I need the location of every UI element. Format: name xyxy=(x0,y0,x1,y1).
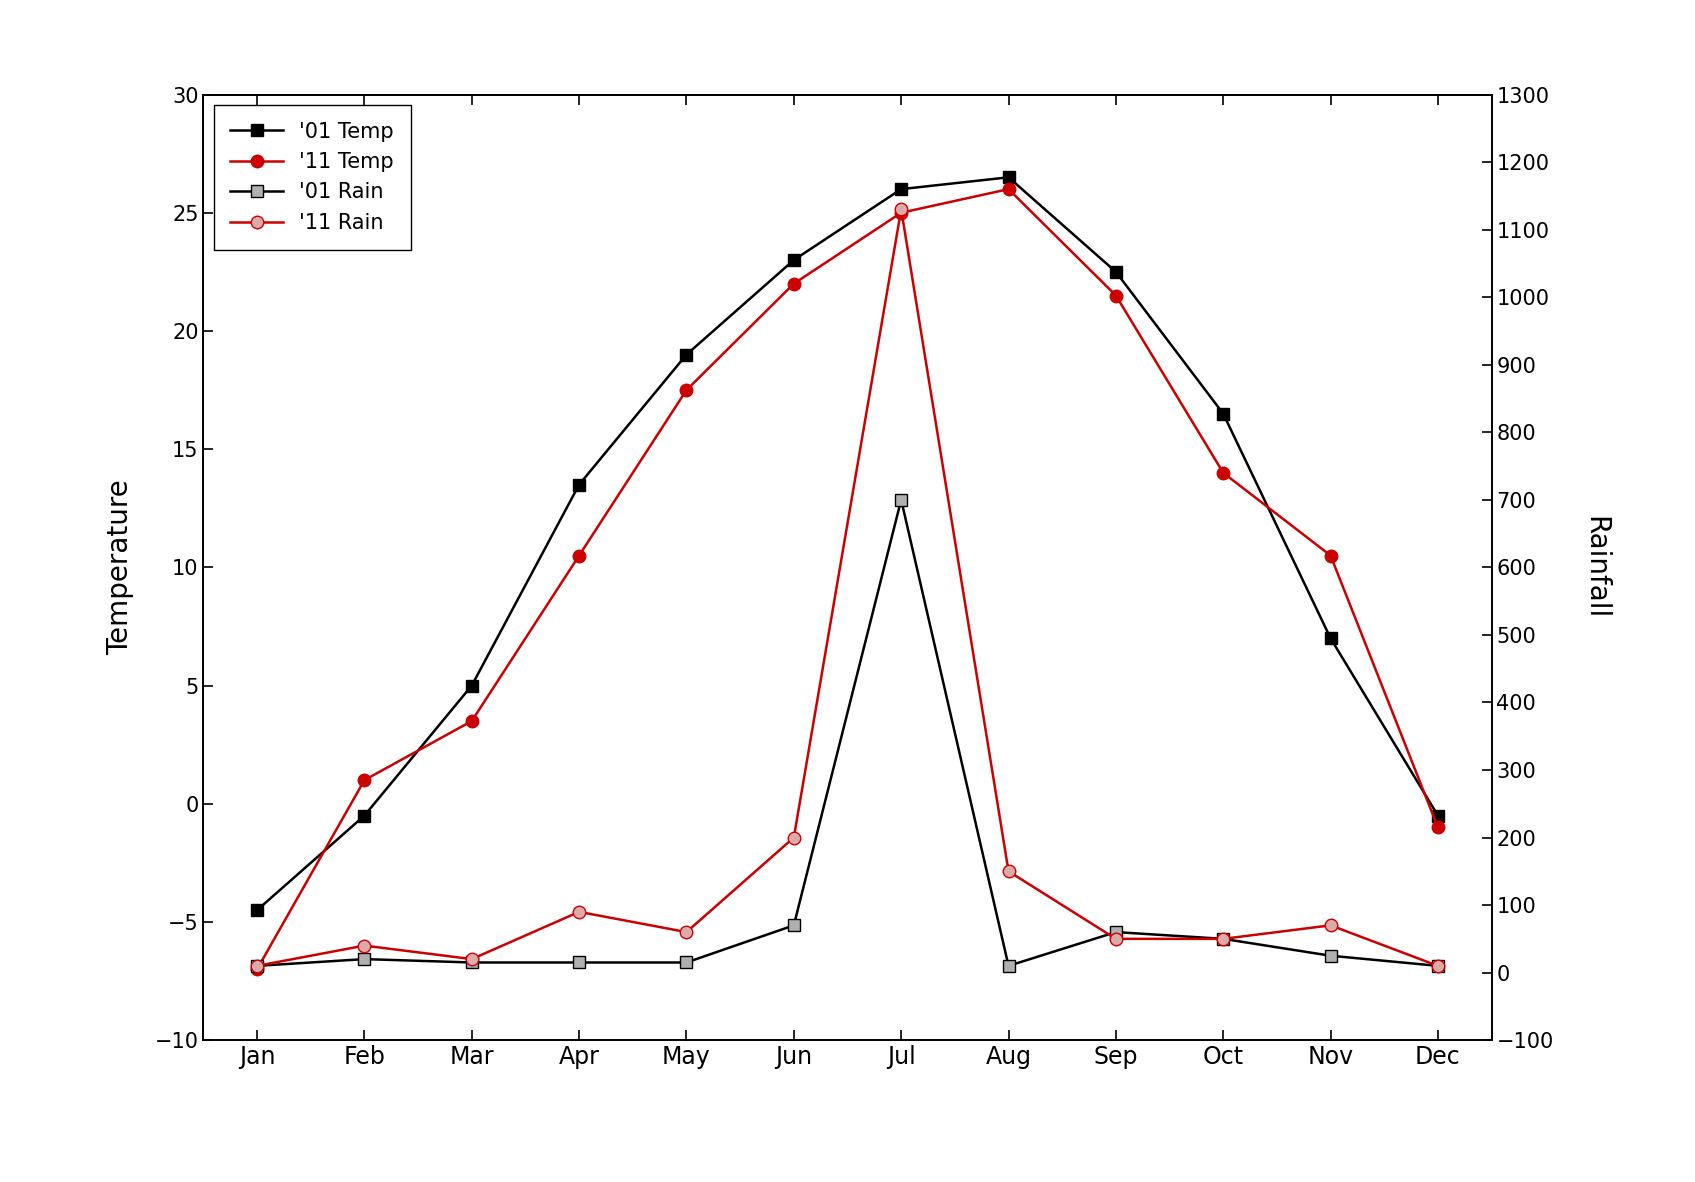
'01 Temp xyxy=(461,678,481,693)
'01 Temp xyxy=(1105,265,1125,279)
'01 Rain xyxy=(1105,926,1125,940)
'11 Rain xyxy=(998,864,1019,878)
'11 Rain xyxy=(892,202,912,216)
'11 Temp xyxy=(998,182,1019,196)
'01 Rain xyxy=(892,493,912,507)
'01 Temp xyxy=(892,182,912,196)
Line: '01 Rain: '01 Rain xyxy=(251,494,1444,972)
'01 Rain xyxy=(247,959,268,973)
'01 Temp xyxy=(1214,407,1234,421)
'11 Rain xyxy=(354,939,375,953)
'11 Temp xyxy=(1105,288,1125,303)
'01 Rain xyxy=(354,952,375,966)
'11 Temp xyxy=(1214,466,1234,480)
'01 Rain xyxy=(461,955,481,969)
'11 Temp xyxy=(570,548,590,563)
'11 Rain xyxy=(461,952,481,966)
'11 Rain xyxy=(247,959,268,973)
'01 Rain xyxy=(676,955,697,969)
'11 Temp xyxy=(1427,820,1448,834)
'11 Rain xyxy=(1214,931,1234,946)
'01 Rain xyxy=(998,959,1019,973)
'11 Rain xyxy=(783,831,803,845)
'01 Rain xyxy=(1320,949,1341,963)
'11 Rain xyxy=(1320,918,1341,933)
'11 Temp xyxy=(676,383,697,397)
'01 Temp xyxy=(1320,631,1341,645)
'01 Temp xyxy=(570,478,590,492)
'11 Temp xyxy=(892,206,912,220)
'01 Temp xyxy=(1427,808,1448,823)
'01 Temp xyxy=(247,903,268,917)
'11 Temp xyxy=(783,277,803,291)
Y-axis label: Rainfall: Rainfall xyxy=(1581,515,1610,619)
Legend: '01 Temp, '11 Temp, '01 Rain, '11 Rain: '01 Temp, '11 Temp, '01 Rain, '11 Rain xyxy=(214,105,410,249)
'11 Rain xyxy=(570,904,590,918)
'01 Temp xyxy=(676,348,697,362)
'11 Rain xyxy=(1427,959,1448,973)
'11 Temp xyxy=(1320,548,1341,563)
'11 Temp xyxy=(247,962,268,976)
Line: '11 Rain: '11 Rain xyxy=(251,203,1444,972)
'11 Temp xyxy=(354,773,375,787)
'01 Rain xyxy=(1427,959,1448,973)
'11 Temp xyxy=(461,714,481,728)
'01 Temp xyxy=(354,808,375,823)
'01 Temp xyxy=(998,170,1019,184)
'01 Temp xyxy=(783,253,803,267)
'01 Rain xyxy=(570,955,590,969)
'11 Rain xyxy=(676,926,697,940)
Y-axis label: Temperature: Temperature xyxy=(105,480,134,655)
'11 Rain xyxy=(1105,931,1125,946)
'01 Rain xyxy=(1214,931,1234,946)
'01 Rain xyxy=(783,918,803,933)
Line: '01 Temp: '01 Temp xyxy=(251,171,1444,916)
Line: '11 Temp: '11 Temp xyxy=(251,183,1444,975)
